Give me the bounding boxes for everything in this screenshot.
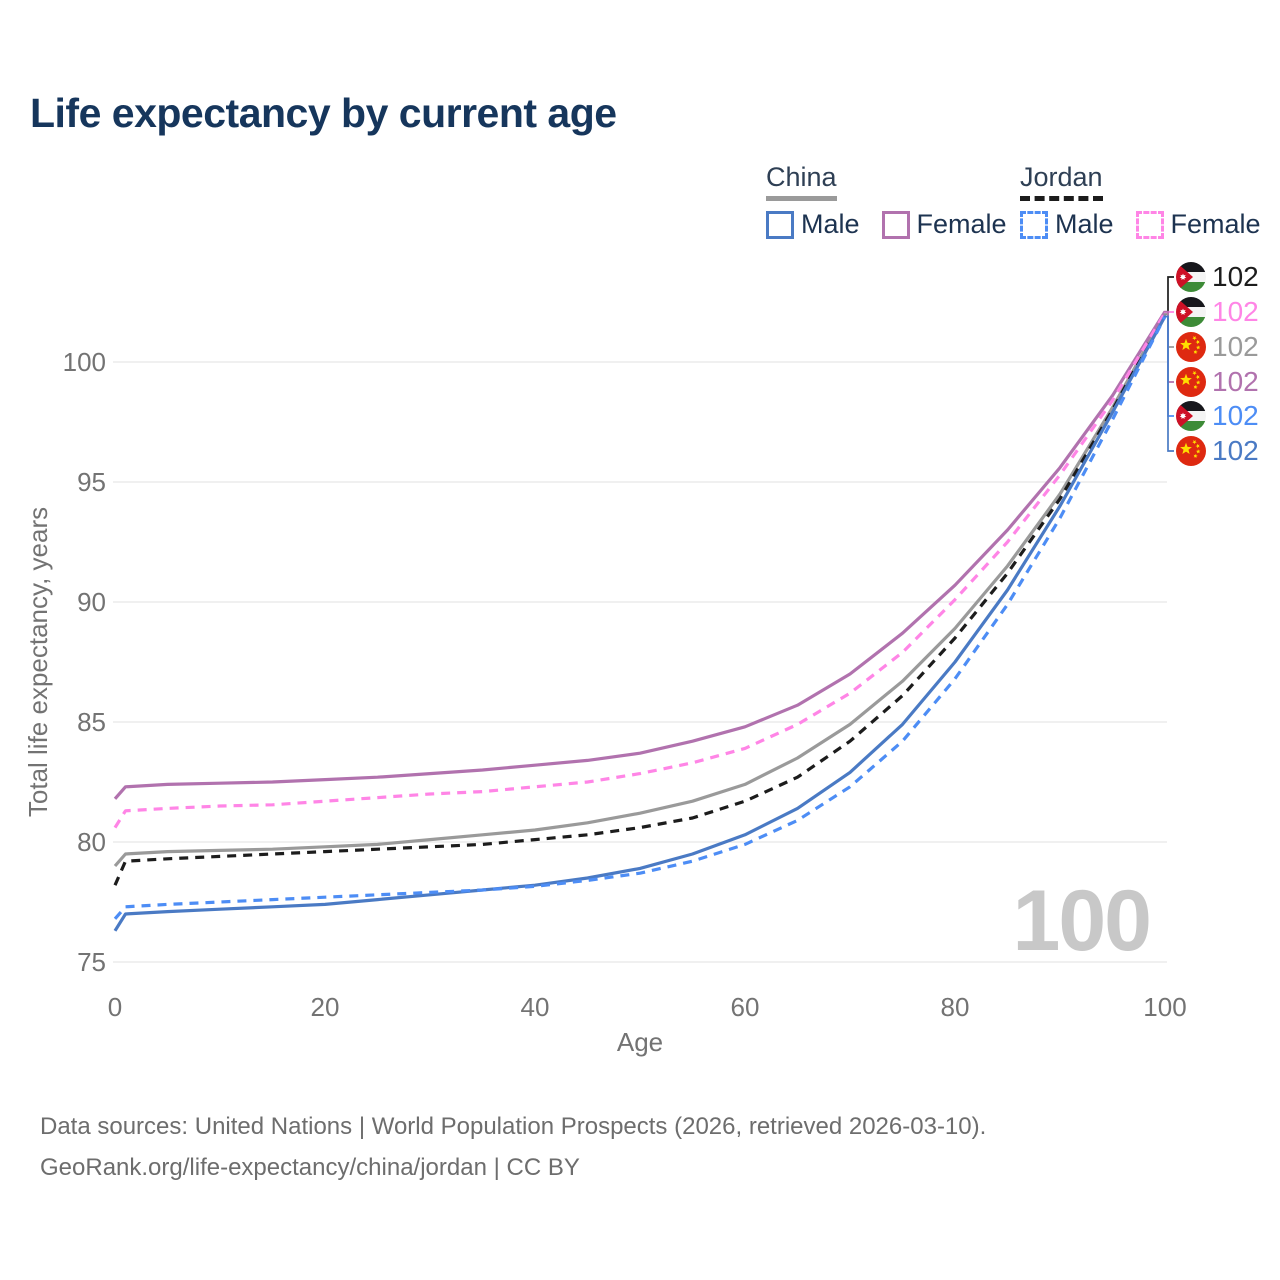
x-tick-label: 80 [941,992,970,1022]
y-tick-label: 100 [63,347,106,377]
series-line-jordan[interactable] [113,313,1167,886]
legend-item-label: Female [1170,209,1261,239]
legend-group-china: China Male Female [766,162,1007,240]
legend-swatch-icon [1135,210,1164,239]
legend-item-label: Male [1055,209,1114,239]
legend-country-label: China [766,162,837,201]
jordan-flag-icon [1176,262,1206,292]
legend-swatch-icon [766,210,794,239]
series-line-jordan-female[interactable] [113,311,1167,829]
leader-line [1164,276,1174,315]
end-value-label: 102 [1212,261,1259,292]
y-tick-label: 80 [77,827,106,857]
legend-group-jordan: Jordan Male Female [1020,162,1261,240]
x-axis-title: Age [617,1027,663,1057]
end-value-label: 102 [1212,331,1259,362]
x-tick-label: 60 [731,992,760,1022]
footer-source-line: Data sources: United Nations | World Pop… [40,1113,987,1140]
y-tick-label: 85 [77,707,106,737]
series-line-china-female[interactable] [113,310,1167,800]
series-line-jordan-male[interactable] [113,315,1167,920]
y-tick-label: 75 [77,947,106,977]
end-value-label: 102 [1212,400,1259,431]
legend-item-label: Female [916,209,1007,239]
legend-item-jordan-male[interactable]: Male [1020,209,1114,240]
leader-line [1164,315,1174,417]
china-flag-icon [1176,332,1206,362]
footer-link-line: GeoRank.org/life-expectancy/china/jordan… [40,1154,580,1181]
x-tick-label: 100 [1143,992,1186,1022]
leader-line [1164,313,1174,348]
leader-line [1164,315,1174,452]
jordan-flag-icon [1176,401,1206,431]
legend-swatch-icon [881,210,910,239]
legend-item-china-female[interactable]: Female [881,209,1007,240]
legend-swatch-icon [1020,210,1048,239]
page-title: Life expectancy by current age [30,90,617,136]
chart-footer: Data sources: United Nations | World Pop… [40,1106,986,1188]
y-axis-title: Total life expectancy, years [23,507,53,817]
series-line-china[interactable] [113,313,1167,868]
y-tick-label: 95 [77,467,106,497]
legend-item-jordan-female[interactable]: Female [1135,209,1261,240]
end-value-label: 102 [1212,366,1259,397]
age-counter-watermark: 100 [1013,873,1151,969]
x-tick-label: 0 [108,992,122,1022]
y-tick-label: 90 [77,587,106,617]
legend-item-label: Male [801,209,860,239]
legend-item-china-male[interactable]: Male [766,209,860,240]
x-tick-label: 40 [521,992,550,1022]
china-flag-icon [1176,367,1206,397]
jordan-flag-icon [1176,297,1206,327]
legend-country-label: Jordan [1020,162,1103,201]
end-value-label: 102 [1212,296,1259,327]
x-tick-label: 20 [311,992,340,1022]
end-value-label: 102 [1212,435,1259,466]
series-line-china-male[interactable] [113,315,1167,932]
china-flag-icon [1176,436,1206,466]
